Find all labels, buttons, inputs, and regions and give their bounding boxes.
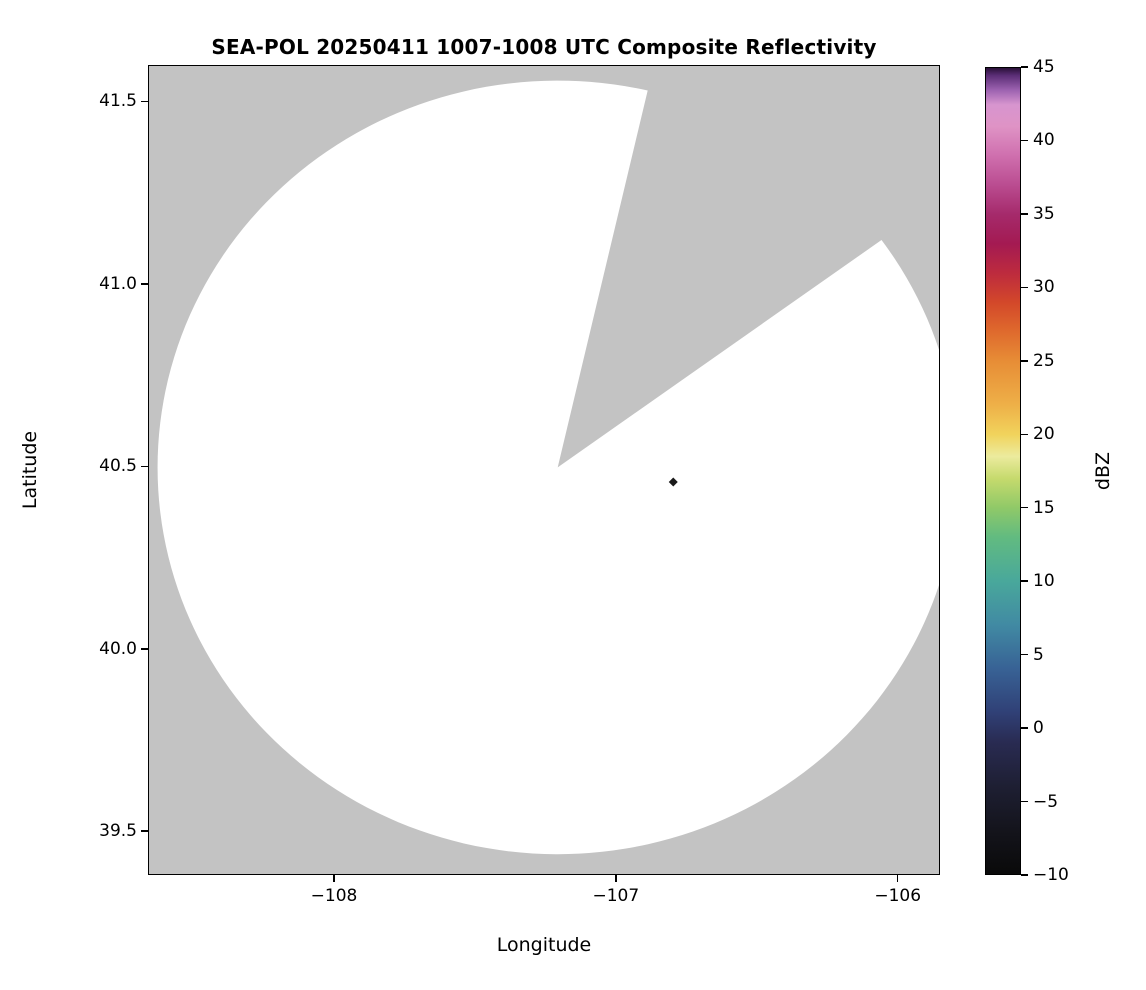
colorbar-tick-label: 45 [1033, 57, 1055, 77]
colorbar-tick-label: 20 [1033, 424, 1055, 445]
plot-area [148, 65, 940, 875]
colorbar-tick-mark [1021, 727, 1028, 729]
colorbar-gradient [986, 68, 1020, 874]
x-tick-label: −108 [310, 886, 358, 906]
colorbar [985, 67, 1021, 875]
colorbar-tick-label: −5 [1033, 791, 1059, 812]
colorbar-tick-mark [1021, 360, 1028, 362]
colorbar-tick-mark [1021, 213, 1028, 215]
colorbar-label: dBZ [1092, 451, 1114, 491]
y-tick-label: 40.0 [99, 638, 137, 659]
colorbar-tick-mark [1021, 286, 1028, 289]
colorbar-tick-mark [1021, 874, 1028, 876]
y-tick-label: 41.0 [99, 273, 137, 294]
colorbar-tick-label: 15 [1033, 497, 1055, 518]
radar-coverage-area [157, 80, 939, 855]
colorbar-tick-label: 30 [1033, 277, 1055, 298]
radar-site-marker [668, 477, 678, 487]
colorbar-tick-mark [1021, 580, 1028, 582]
x-tick-mark [615, 875, 617, 882]
colorbar-tick-mark [1021, 66, 1028, 68]
colorbar-tick-label: 5 [1033, 644, 1044, 665]
colorbar-tick-label: 25 [1033, 350, 1055, 371]
y-tick-mark [141, 100, 148, 103]
y-tick-mark [141, 648, 148, 650]
y-tick-label: 41.5 [99, 91, 137, 112]
colorbar-tick-label: 0 [1033, 718, 1044, 739]
colorbar-tick-mark [1021, 653, 1028, 656]
radar-plot-canvas [157, 80, 939, 855]
x-tick-label: −107 [592, 886, 640, 906]
colorbar-tick-mark [1021, 506, 1028, 509]
colorbar-tick-label: −10 [1033, 865, 1069, 885]
colorbar-tick-mark [1021, 433, 1028, 436]
chart-title: SEA-POL 20250411 1007-1008 UTC Composite… [211, 35, 877, 59]
colorbar-tick-mark [1021, 139, 1028, 142]
colorbar-tick-label: 35 [1033, 203, 1055, 224]
colorbar-tick-label: 40 [1033, 130, 1055, 151]
colorbar-tick-label: 10 [1033, 571, 1055, 592]
x-tick-label: −106 [874, 886, 922, 906]
y-tick-mark [141, 283, 148, 285]
y-axis-label: Latitude [19, 430, 41, 510]
y-tick-mark [141, 830, 148, 832]
x-tick-mark [896, 875, 899, 882]
colorbar-tick-mark [1021, 800, 1028, 803]
y-tick-label: 40.5 [99, 456, 137, 477]
x-axis-label: Longitude [496, 934, 592, 956]
y-tick-mark [141, 465, 148, 468]
y-tick-label: 39.5 [99, 821, 137, 842]
x-tick-mark [333, 875, 335, 882]
